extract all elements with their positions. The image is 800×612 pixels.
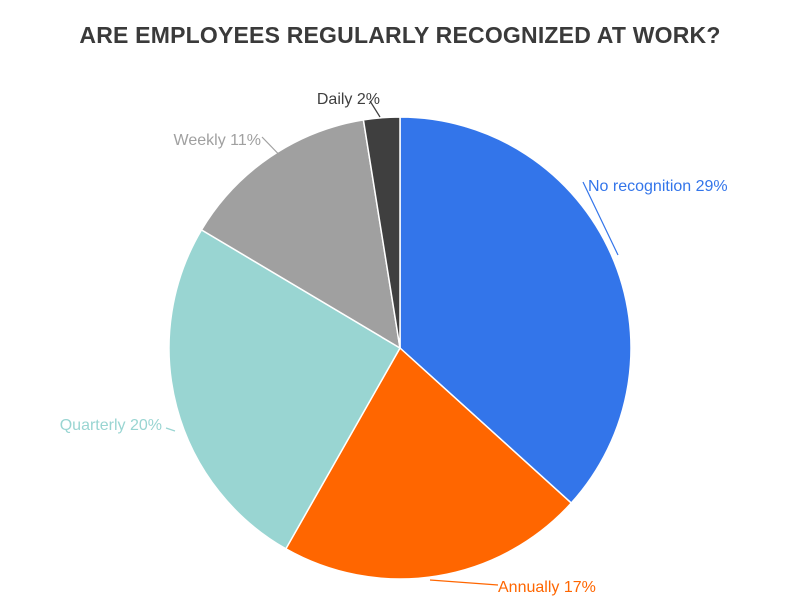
pie-slice xyxy=(200,119,401,350)
pie-slice xyxy=(362,116,401,349)
slice-label: Quarterly 20% xyxy=(60,417,162,434)
slice-label: Weekly 11% xyxy=(174,132,261,149)
pie-slice xyxy=(399,116,632,505)
chart-title: ARE EMPLOYEES REGULARLY RECOGNIZED AT WO… xyxy=(79,22,721,48)
slice-label: Annually 17% xyxy=(498,579,596,596)
leader-line xyxy=(429,579,499,586)
leader-line xyxy=(165,427,176,432)
slice-label: No recognition 29% xyxy=(588,178,728,195)
slice-label: Daily 2% xyxy=(317,91,380,108)
leader-line xyxy=(369,100,381,118)
leader-line xyxy=(261,136,293,169)
pie-slice xyxy=(284,346,573,580)
pie-slice xyxy=(168,228,402,550)
leader-line xyxy=(582,181,619,256)
